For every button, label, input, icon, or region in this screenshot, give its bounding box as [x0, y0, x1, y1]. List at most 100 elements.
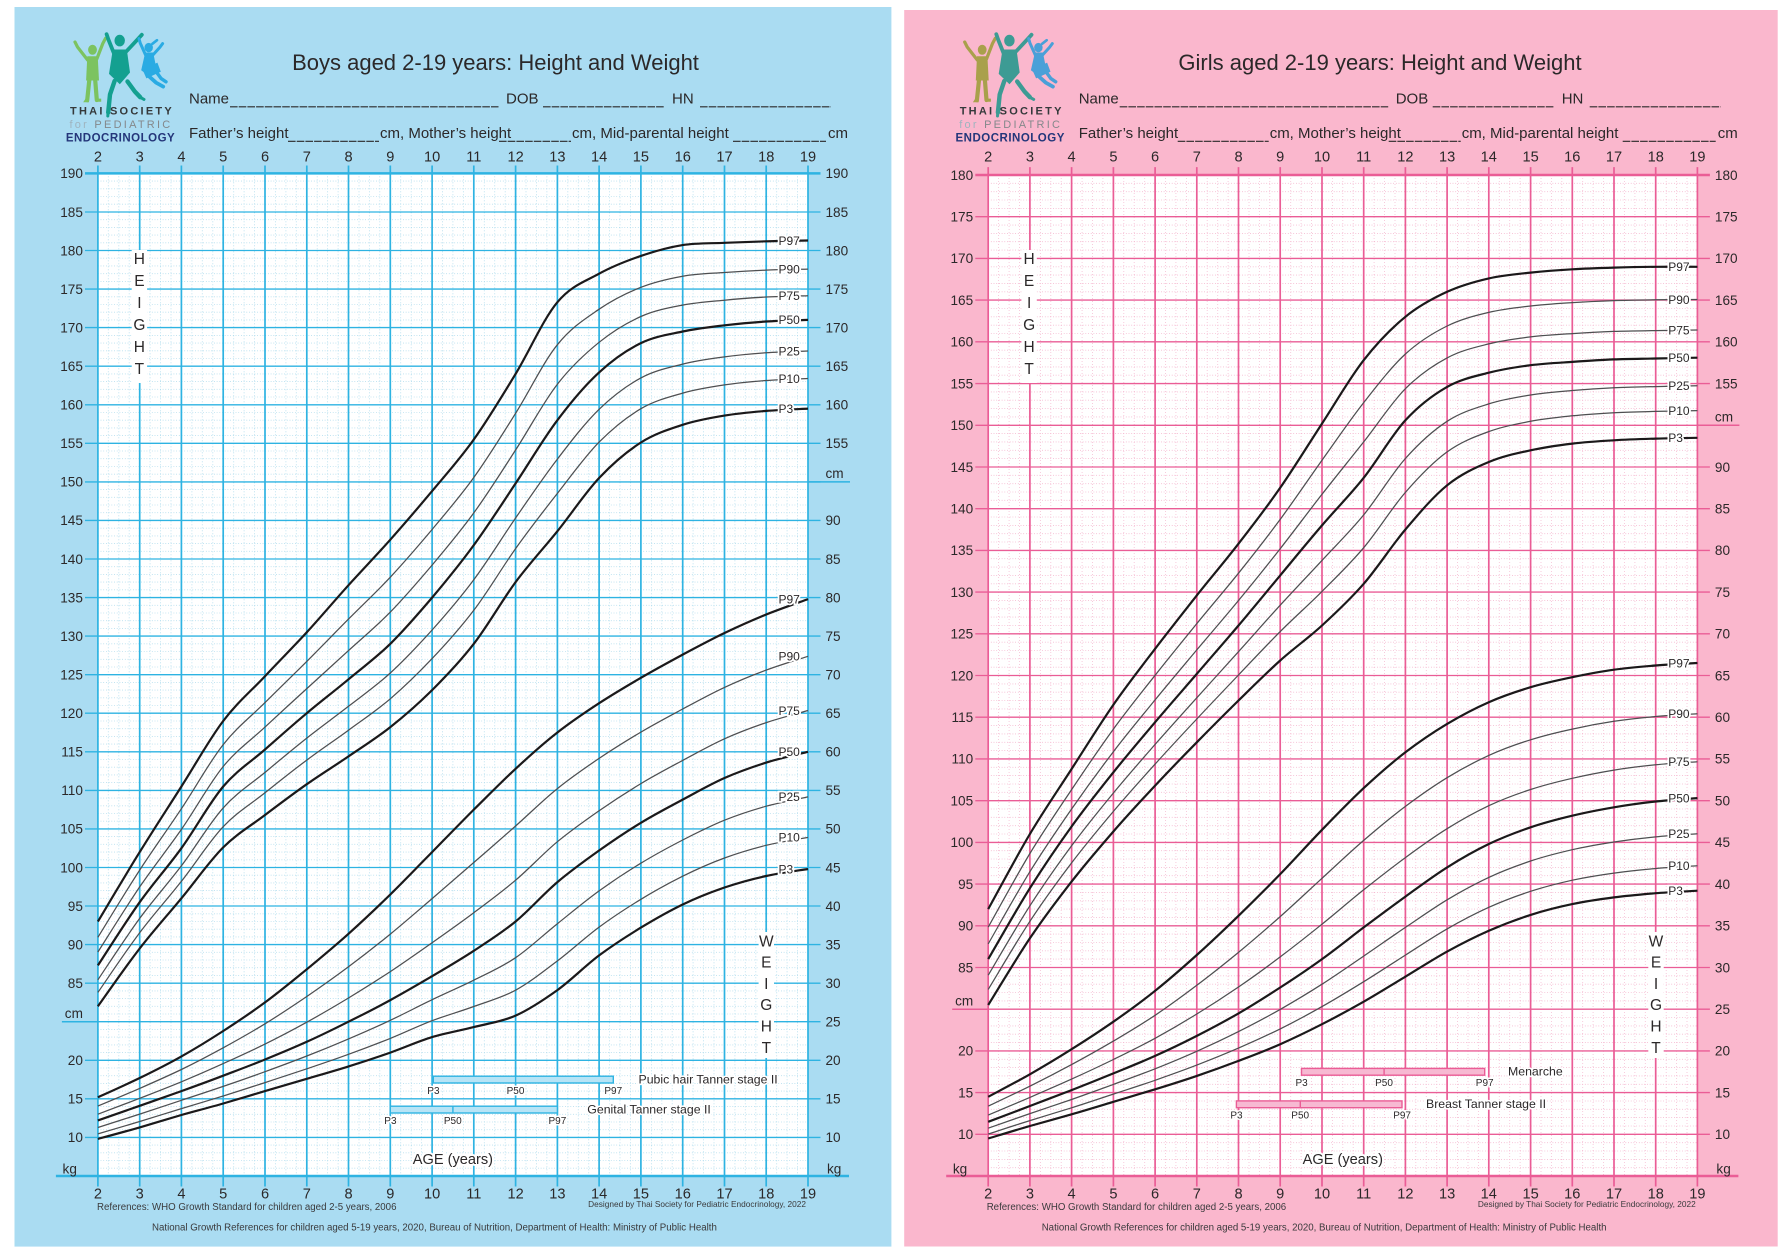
svg-text:45: 45: [1715, 835, 1730, 850]
svg-text:W: W: [1649, 933, 1664, 950]
svg-text:AGE (years): AGE (years): [1303, 1152, 1383, 1168]
svg-text:H: H: [134, 339, 145, 356]
svg-text:T: T: [1651, 1040, 1661, 1057]
svg-text:5: 5: [1109, 150, 1117, 166]
svg-text:8: 8: [344, 150, 352, 166]
svg-text:Designed by Thai Society for P: Designed by Thai Society for Pediatric E…: [588, 1199, 806, 1209]
svg-text:References:: References:: [97, 1202, 149, 1213]
svg-text:DOB: DOB: [1396, 91, 1429, 108]
svg-text:35: 35: [826, 937, 841, 952]
svg-text:11: 11: [466, 150, 481, 166]
svg-text:6: 6: [261, 150, 269, 166]
svg-text:16: 16: [1564, 1187, 1580, 1203]
svg-text:P10: P10: [779, 372, 801, 386]
svg-text:T: T: [135, 361, 145, 378]
svg-text:ENDOCRINOLOGY: ENDOCRINOLOGY: [66, 133, 175, 145]
svg-text:90: 90: [826, 513, 842, 528]
svg-text:P97: P97: [779, 592, 801, 606]
svg-text:2: 2: [94, 150, 102, 166]
svg-text:H: H: [1023, 251, 1034, 268]
svg-text:13: 13: [1439, 1187, 1455, 1203]
svg-text:180: 180: [1715, 168, 1738, 183]
svg-text:P90: P90: [779, 650, 801, 664]
svg-text:11: 11: [1356, 1187, 1371, 1203]
svg-text:P25: P25: [779, 790, 801, 804]
svg-text:15: 15: [633, 1187, 649, 1203]
svg-text:85: 85: [958, 960, 973, 975]
svg-text:13: 13: [549, 1187, 565, 1203]
svg-text:13: 13: [549, 150, 565, 166]
svg-text:17: 17: [716, 150, 732, 166]
svg-text:cm, Mid-parental height: cm, Mid-parental height: [1462, 125, 1620, 142]
svg-text:P10: P10: [779, 831, 801, 845]
svg-text:6: 6: [261, 1187, 269, 1203]
svg-text:DOB: DOB: [506, 91, 539, 108]
svg-text:10: 10: [424, 1187, 440, 1203]
svg-text:185: 185: [826, 205, 849, 220]
svg-text:3: 3: [136, 150, 144, 166]
svg-text:THAI SOCIETY: THAI SOCIETY: [70, 106, 174, 118]
svg-text:18: 18: [758, 150, 774, 166]
svg-text:E: E: [1024, 273, 1034, 290]
svg-text:9: 9: [386, 150, 394, 166]
svg-text:P50: P50: [444, 1116, 462, 1127]
svg-text:65: 65: [1715, 668, 1730, 683]
svg-text:2: 2: [984, 150, 992, 166]
svg-text:90: 90: [68, 937, 84, 952]
svg-text:kg: kg: [827, 1162, 841, 1177]
svg-text:175: 175: [1715, 210, 1738, 225]
svg-text:4: 4: [1068, 150, 1076, 166]
svg-text:130: 130: [951, 585, 974, 600]
svg-text:175: 175: [60, 282, 83, 297]
svg-text:15: 15: [1522, 150, 1538, 166]
svg-text:P50: P50: [1668, 351, 1690, 365]
svg-text:P25: P25: [779, 344, 801, 358]
svg-text:60: 60: [826, 745, 842, 760]
svg-text:160: 160: [826, 398, 849, 413]
svg-text:P3: P3: [1668, 884, 1683, 898]
svg-text:P10: P10: [1668, 859, 1690, 873]
svg-text:P75: P75: [1668, 755, 1690, 769]
svg-text:10: 10: [1314, 150, 1330, 166]
svg-text:3: 3: [1026, 1187, 1034, 1203]
svg-text:HN: HN: [1562, 91, 1584, 108]
svg-text:ENDOCRINOLOGY: ENDOCRINOLOGY: [956, 133, 1065, 145]
svg-text:P97: P97: [549, 1116, 567, 1127]
svg-text:165: 165: [951, 293, 974, 308]
svg-text:13: 13: [1439, 150, 1455, 166]
svg-text:40: 40: [826, 899, 842, 914]
svg-text:55: 55: [1715, 752, 1730, 767]
svg-text:75: 75: [1715, 585, 1730, 600]
svg-text:145: 145: [951, 460, 974, 475]
svg-text:35: 35: [1715, 919, 1730, 934]
svg-text:18: 18: [758, 1187, 774, 1203]
svg-text:WHO Growth Standard for childr: WHO Growth Standard for children aged 2-…: [1042, 1202, 1286, 1213]
svg-text:cm, Mid-parental height: cm, Mid-parental height: [572, 125, 730, 142]
svg-text:Pubic hair Tanner stage II: Pubic hair Tanner stage II: [639, 1073, 778, 1087]
svg-text:G: G: [1023, 317, 1035, 334]
svg-text:19: 19: [1689, 1187, 1705, 1203]
svg-text:E: E: [134, 273, 144, 290]
svg-text:14: 14: [591, 1187, 607, 1203]
svg-text:P10: P10: [1668, 404, 1690, 418]
svg-text:P97: P97: [1476, 1078, 1494, 1089]
svg-text:185: 185: [60, 205, 83, 220]
svg-text:Boys aged 2-19 years: Height a: Boys aged 2-19 years: Height and Weight: [292, 50, 699, 75]
svg-text:3: 3: [136, 1187, 144, 1203]
svg-text:P3: P3: [427, 1086, 440, 1097]
svg-text:12: 12: [1397, 150, 1413, 166]
svg-text:95: 95: [958, 877, 973, 892]
svg-text:15: 15: [826, 1092, 841, 1107]
svg-text:WHO Growth Standard for childr: WHO Growth Standard for children aged 2-…: [152, 1202, 396, 1213]
svg-text:National Growth References for: National Growth References for children …: [1042, 1223, 1607, 1234]
svg-text:P97: P97: [1668, 656, 1690, 670]
svg-text:E: E: [761, 955, 771, 972]
svg-text:7: 7: [303, 1187, 311, 1203]
svg-text:120: 120: [951, 668, 974, 683]
svg-text:15: 15: [68, 1092, 83, 1107]
svg-text:P3: P3: [779, 862, 794, 876]
svg-text:Father’s height: Father’s height: [189, 125, 289, 142]
svg-text:10: 10: [424, 150, 440, 166]
svg-text:50: 50: [826, 822, 842, 837]
svg-text:20: 20: [1715, 1044, 1731, 1059]
